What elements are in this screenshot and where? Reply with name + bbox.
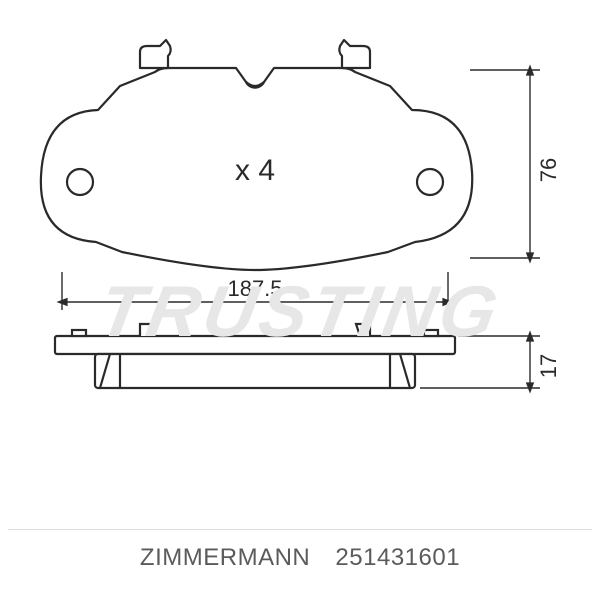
caption: ZIMMERMANN 251431601 [0, 544, 600, 572]
caption-divider [8, 529, 592, 530]
dim-thickness-label: 17 [536, 354, 561, 378]
dim-height [470, 70, 540, 258]
part-number: 251431601 [335, 544, 460, 571]
dim-width-label: 187.5 [227, 276, 282, 301]
dim-height-label: 76 [536, 158, 561, 182]
brand-name: ZIMMERMANN [140, 544, 310, 571]
technical-drawing: x 4 187.5 76 [0, 0, 600, 460]
qty-label: x 4 [235, 154, 275, 187]
side-view [55, 324, 455, 388]
